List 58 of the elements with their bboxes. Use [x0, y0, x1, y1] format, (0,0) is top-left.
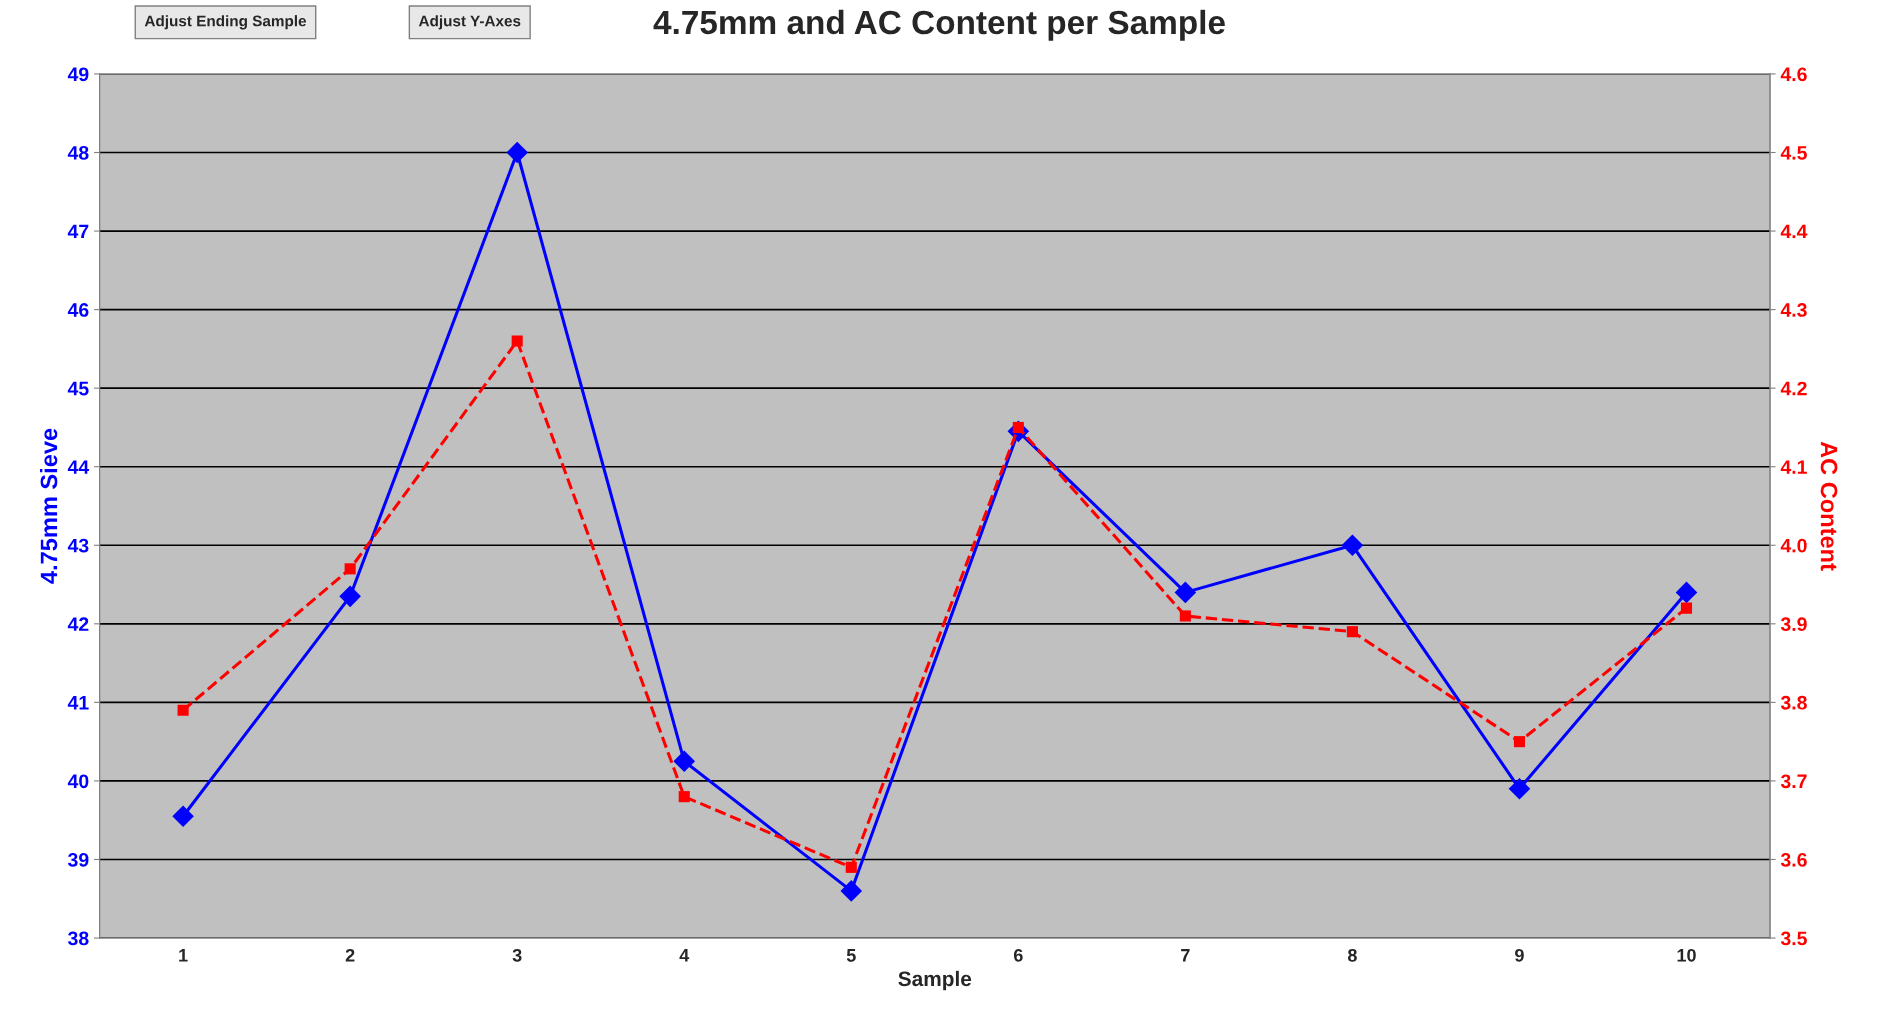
- y2-tick-label: 4.3: [1780, 303, 1807, 317]
- y2-tick-label: 4.4: [1780, 224, 1808, 239]
- x-tick-label: 4: [679, 949, 690, 962]
- point: [1513, 736, 1526, 748]
- y-tick-label: 40: [67, 774, 89, 789]
- y-tick-label: 49: [67, 67, 89, 82]
- point: [344, 563, 356, 575]
- y2-tick-label: 4.2: [1780, 381, 1807, 396]
- point: [1346, 626, 1358, 638]
- point: [506, 141, 528, 164]
- x-tick-label: 6: [1013, 948, 1023, 962]
- point: [339, 585, 361, 608]
- y2-tick-label: 4.5: [1780, 146, 1807, 160]
- point: [177, 704, 189, 716]
- y-tick-label: 42: [67, 617, 89, 631]
- x-tick-label: 5: [846, 949, 856, 962]
- y-tick-label: 46: [67, 303, 89, 317]
- point: [1508, 777, 1531, 800]
- text: Adjust Y-Axes: [418, 15, 521, 30]
- x-tick-label: 9: [1515, 948, 1524, 962]
- point: [1680, 602, 1693, 614]
- point: [673, 750, 696, 773]
- point: [845, 861, 857, 873]
- point: [511, 335, 523, 347]
- y-tick-label: 38: [67, 931, 89, 946]
- point: [1174, 581, 1197, 604]
- y2-tick-label: 3.9: [1780, 617, 1807, 632]
- x-tick-label: 10: [1677, 948, 1696, 962]
- y-tick-label: 45: [67, 381, 89, 396]
- point: [1341, 534, 1364, 557]
- y-tick-label: 41: [67, 696, 89, 710]
- y-tick-label: 47: [67, 224, 89, 239]
- y-tick-label: 48: [67, 145, 89, 160]
- y2-axis-title: AC Content: [1820, 441, 1838, 571]
- chart-title: 4.75mm and AC Content per Sample: [653, 9, 1225, 41]
- text: Adjust Ending Sample: [144, 15, 307, 30]
- y-tick-label: 43: [67, 538, 89, 553]
- x-axis-title: Sample: [898, 970, 972, 991]
- x-tick-label: 3: [512, 948, 522, 962]
- x-tick-label: 7: [1181, 949, 1190, 962]
- y-tick-label: 39: [67, 852, 89, 867]
- y2-tick-label: 3.5: [1780, 931, 1807, 946]
- y2-tick-label: 3.6: [1780, 852, 1807, 867]
- x-tick-label: 8: [1347, 948, 1357, 962]
- x-tick-label: 1: [179, 949, 188, 962]
- y2-tick-label: 3.8: [1780, 695, 1807, 710]
- point: [1675, 581, 1698, 604]
- y2-tick-label: 3.7: [1780, 774, 1807, 789]
- y-axis-title: 4.75mm Sieve: [39, 428, 58, 584]
- x-tick-label: 2: [345, 948, 355, 962]
- y-tick-label: 44: [67, 460, 90, 474]
- point: [172, 805, 194, 828]
- point: [1179, 610, 1191, 622]
- point: [840, 880, 863, 902]
- y2-tick-label: 4.1: [1780, 460, 1807, 474]
- y2-tick-label: 4.0: [1780, 538, 1807, 553]
- point: [678, 791, 690, 803]
- y2-tick-label: 4.6: [1780, 67, 1807, 82]
